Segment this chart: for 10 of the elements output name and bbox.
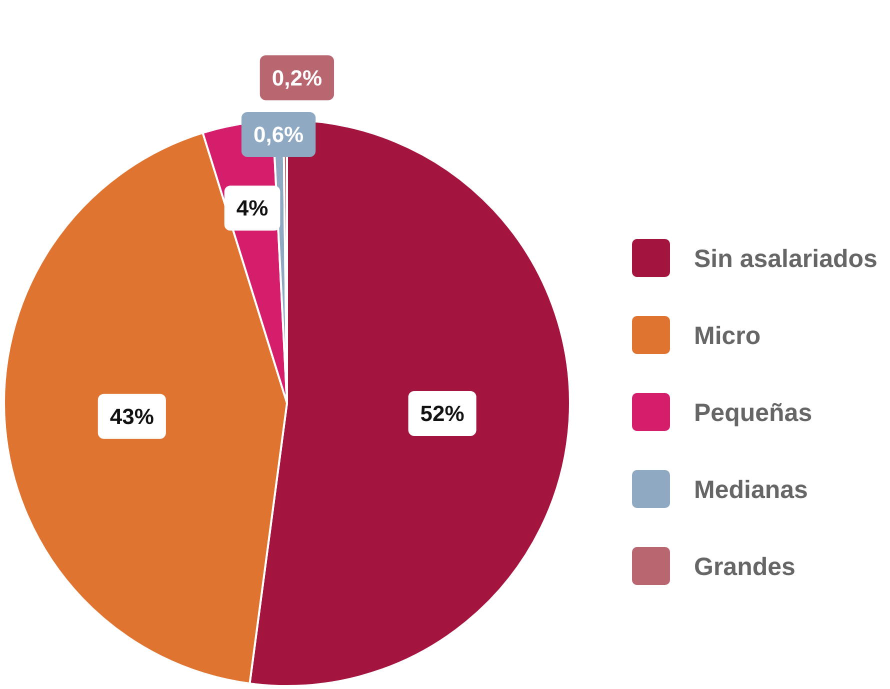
data-label: 52%	[420, 400, 464, 426]
legend-label: Grandes	[694, 552, 796, 581]
data-label: 0,2%	[272, 65, 322, 90]
data-label: 0,6%	[253, 122, 304, 147]
legend-label: Micro	[694, 322, 761, 350]
legend-label: Medianas	[694, 476, 808, 504]
legend-label: Sin asalariados	[694, 244, 878, 273]
data-label: 43%	[110, 404, 154, 429]
data-label: 4%	[236, 196, 268, 221]
legend-label: Pequeñas	[694, 398, 812, 427]
